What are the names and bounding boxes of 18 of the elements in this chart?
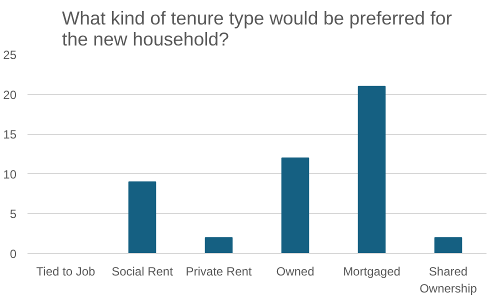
y-tick-label: 5 bbox=[10, 207, 17, 222]
y-tick-label: 0 bbox=[10, 247, 17, 261]
x-tick-label: Mortgaged bbox=[343, 264, 400, 278]
bar bbox=[434, 237, 462, 254]
y-tick-label: 25 bbox=[3, 48, 17, 62]
chart-title: What kind of tenure type would be preferred for the new household? bbox=[62, 8, 452, 50]
bar bbox=[204, 237, 233, 254]
x-tick-label: Shared Ownership bbox=[420, 264, 478, 296]
x-tick-label: Owned bbox=[276, 264, 314, 278]
bar bbox=[281, 157, 310, 254]
bar bbox=[128, 181, 156, 254]
x-tick-label: Social Rent bbox=[112, 264, 174, 278]
x-tick-label: Tied to Job bbox=[36, 264, 96, 278]
y-tick-label: 15 bbox=[3, 128, 17, 142]
y-tick-label: 20 bbox=[3, 88, 17, 102]
y-tick-label: 10 bbox=[3, 167, 17, 182]
x-tick-label: Private Rent bbox=[186, 264, 252, 278]
bar bbox=[358, 86, 386, 254]
